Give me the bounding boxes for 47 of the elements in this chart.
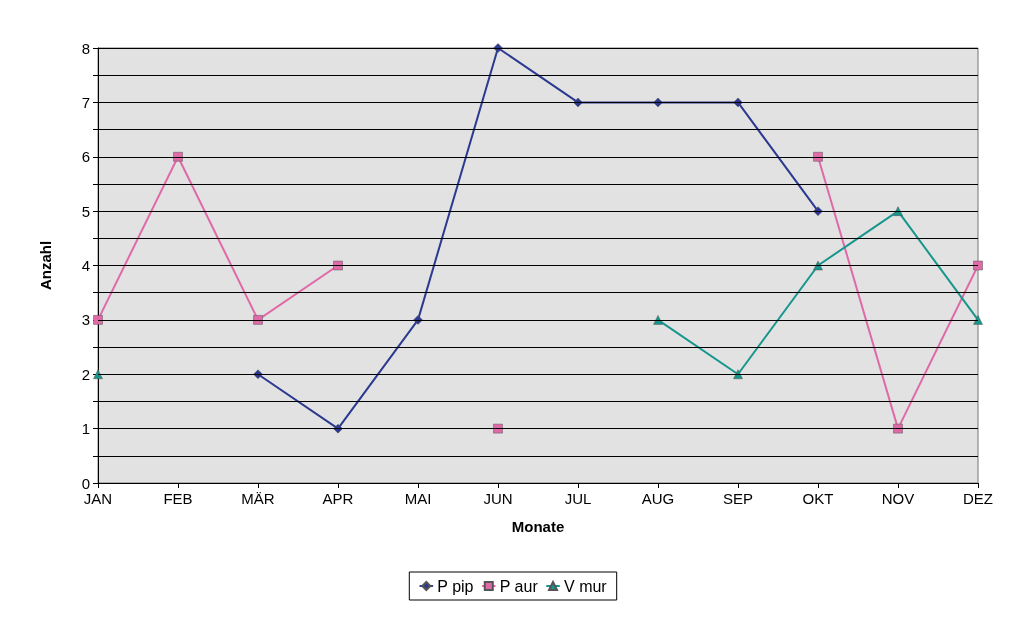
y-tick-label: 6 bbox=[81, 148, 90, 166]
point bbox=[813, 152, 823, 162]
point bbox=[93, 315, 103, 325]
y-tick-label: 5 bbox=[81, 202, 90, 220]
point bbox=[333, 423, 343, 434]
y-tick-label: 3 bbox=[81, 311, 90, 329]
y-tick-label: 2 bbox=[81, 365, 90, 383]
x-tick-label: MÄR bbox=[241, 490, 275, 507]
point bbox=[653, 97, 663, 108]
x-tick-label: APR bbox=[322, 490, 354, 507]
x-tick-label: FEB bbox=[163, 490, 193, 507]
point bbox=[733, 369, 743, 379]
point bbox=[653, 315, 663, 325]
point bbox=[573, 97, 583, 108]
y-tick-label: 0 bbox=[81, 474, 90, 492]
x-tick-label: MAI bbox=[404, 490, 432, 507]
point bbox=[333, 260, 343, 271]
x-tick-label: JUN bbox=[483, 490, 513, 507]
x-tick-label: SEP bbox=[722, 490, 754, 507]
point bbox=[813, 260, 823, 271]
x-tick-label: AUG bbox=[641, 490, 675, 507]
point bbox=[413, 315, 423, 325]
point bbox=[973, 315, 983, 325]
point bbox=[253, 369, 263, 379]
point bbox=[893, 206, 903, 216]
x-tick-label: JUL bbox=[564, 490, 592, 507]
point bbox=[173, 152, 183, 162]
x-tick-label: DEZ bbox=[963, 490, 993, 507]
x-tick-label: JAN bbox=[83, 490, 113, 507]
point bbox=[973, 260, 983, 271]
y-axis-title: Anzahl bbox=[37, 240, 54, 291]
x-tick-label: NOV bbox=[881, 490, 915, 507]
point bbox=[893, 423, 903, 434]
y-tick-label: 4 bbox=[81, 257, 90, 274]
point bbox=[813, 206, 823, 216]
y-tick-label: 7 bbox=[81, 93, 90, 111]
x-tick-label: OKT bbox=[802, 490, 834, 507]
x-axis-title: Monate bbox=[511, 518, 565, 535]
legend-label: P pip bbox=[437, 577, 474, 595]
y-tick-label: 8 bbox=[81, 39, 90, 57]
legend-label: P aur bbox=[499, 577, 539, 595]
point bbox=[733, 97, 743, 108]
point bbox=[253, 315, 263, 325]
point bbox=[493, 43, 503, 53]
point bbox=[493, 423, 503, 434]
legend-label: V mur bbox=[564, 577, 608, 595]
y-tick-label: 1 bbox=[81, 420, 90, 438]
